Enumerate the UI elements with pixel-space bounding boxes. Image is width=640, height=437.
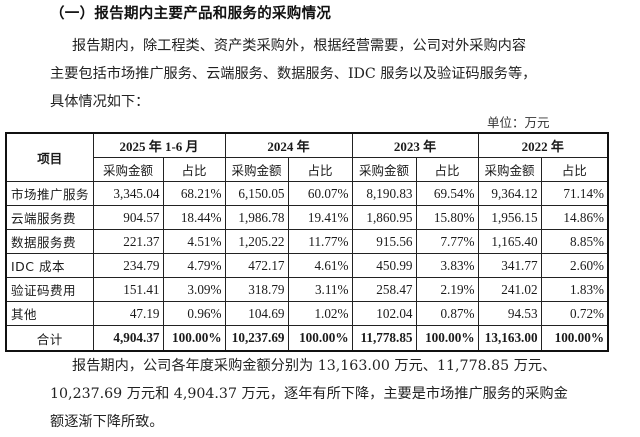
row-label: 验证码费用 [5,277,94,302]
cell-share: 71.14% [540,181,609,206]
cell-amount: 1,956.15 [477,205,542,230]
total-amount: 11,778.85 [351,325,417,352]
cell-amount: 6,150.05 [224,181,289,206]
conclusion-line: 额逐渐下降所致。 [50,414,164,430]
intro-line: 主要包括市场推广服务、云端服务、数据服务、IDC 服务以及验证码服务等， [50,66,537,82]
share-header: 占比 [287,157,353,182]
cell-share: 0.96% [162,301,226,326]
cell-amount: 1,165.40 [477,229,542,254]
cell-share: 4.51% [162,229,226,254]
cell-share: 68.21% [162,181,226,206]
cell-amount: 94.53 [477,301,542,326]
cell-share: 3.83% [415,253,479,278]
total-share: 100.00% [415,325,479,352]
table-row: 云端服务费 904.57 18.44% 1,986.78 19.41% 1,86… [5,205,609,230]
intro-paragraph: 报告期内，除工程类、资产类采购外，根据经营需要，公司对外采购内容 主要包括市场推… [50,32,610,116]
period-header: 2024 年 [224,132,353,158]
cell-share: 18.44% [162,205,226,230]
amount-header: 采购金额 [224,157,289,182]
share-header: 占比 [540,157,609,182]
cell-share: 14.86% [540,205,609,230]
header-row-metrics: 采购金额 占比 采购金额 占比 采购金额 占比 采购金额 占比 [6,157,609,182]
section-heading: （一）报告期内主要产品和服务的采购情况 [50,6,332,22]
row-label: 云端服务费 [5,205,94,230]
table-row: 验证码费用 151.41 3.09% 318.79 3.11% 258.47 2… [5,277,609,302]
period-header: 2023 年 [351,132,479,158]
intro-line: 具体情况如下： [50,94,150,110]
procurement-table: 项目 2025 年 1-6 月 2024 年 2023 年 2022 年 采购金… [5,132,610,352]
table-row: 市场推广服务 3,345.04 68.21% 6,150.05 60.07% 8… [5,181,609,206]
row-label: 市场推广服务 [5,181,94,206]
cell-share: 2.60% [540,253,609,278]
cell-amount: 221.37 [92,229,164,254]
total-share: 100.00% [162,325,226,352]
item-column-header: 项目 [5,132,94,182]
cell-share: 19.41% [287,205,353,230]
period-header: 2022 年 [477,132,609,158]
intro-line: 报告期内，除工程类、资产类采购外，根据经营需要，公司对外采购内容 [72,38,527,54]
share-header: 占比 [415,157,479,182]
cell-share: 1.02% [287,301,353,326]
header-row-periods: 项目 2025 年 1-6 月 2024 年 2023 年 2022 年 [5,132,609,182]
amount-header: 采购金额 [351,157,417,182]
cell-share: 2.19% [415,277,479,302]
cell-share: 11.77% [287,229,353,254]
table-row: 数据服务费 221.37 4.51% 1,205.22 11.77% 915.5… [5,229,609,254]
share-header: 占比 [162,157,226,182]
amount-header: 采购金额 [477,157,542,182]
cell-share: 15.80% [415,205,479,230]
total-share: 100.00% [287,325,353,352]
cell-amount: 151.41 [92,277,164,302]
period-header: 2025 年 1-6 月 [92,132,226,158]
row-label: IDC 成本 [5,253,94,278]
cell-share: 8.85% [540,229,609,254]
cell-amount: 1,986.78 [224,205,289,230]
cell-amount: 915.56 [351,229,417,254]
conclusion-line: 10,237.69 万元和 4,904.37 万元，逐年有所下降，主要是市场推广… [50,386,568,402]
cell-amount: 8,190.83 [351,181,417,206]
table-row: 其他 47.19 0.96% 104.69 1.02% 102.04 0.87%… [5,301,609,326]
cell-amount: 1,205.22 [224,229,289,254]
cell-share: 69.54% [415,181,479,206]
cell-amount: 47.19 [92,301,164,326]
cell-share: 3.11% [287,277,353,302]
cell-amount: 904.57 [92,205,164,230]
cell-amount: 450.99 [351,253,417,278]
cell-amount: 258.47 [351,277,417,302]
cell-amount: 3,345.04 [92,181,164,206]
cell-amount: 472.17 [224,253,289,278]
total-share: 100.00% [540,325,609,352]
amount-header: 采购金额 [92,157,164,182]
total-label: 合计 [5,325,94,352]
cell-share: 1.83% [540,277,609,302]
conclusion-paragraph: 报告期内，公司各年度采购金额分别为 13,163.00 万元、11,778.85… [50,352,610,436]
row-label: 其他 [5,301,94,326]
cell-amount: 1,860.95 [351,205,417,230]
cell-amount: 9,364.12 [477,181,542,206]
cell-amount: 318.79 [224,277,289,302]
cell-amount: 234.79 [92,253,164,278]
total-row: 合计 4,904.37 100.00% 10,237.69 100.00% 11… [5,325,609,352]
cell-share: 4.79% [162,253,226,278]
cell-amount: 104.69 [224,301,289,326]
cell-share: 7.77% [415,229,479,254]
conclusion-line: 报告期内，公司各年度采购金额分别为 13,163.00 万元、11,778.85… [72,358,557,374]
cell-share: 60.07% [287,181,353,206]
cell-amount: 341.77 [477,253,542,278]
cell-share: 0.87% [415,301,479,326]
row-label: 数据服务费 [5,229,94,254]
cell-share: 4.61% [287,253,353,278]
total-amount: 4,904.37 [92,325,164,352]
cell-amount: 102.04 [351,301,417,326]
total-amount: 13,163.00 [477,325,542,352]
cell-amount: 241.02 [477,277,542,302]
cell-share: 3.09% [162,277,226,302]
total-amount: 10,237.69 [224,325,289,352]
cell-share: 0.72% [540,301,609,326]
unit-label: 单位：万元 [487,115,550,130]
table-row: IDC 成本 234.79 4.79% 472.17 4.61% 450.99 … [5,253,609,278]
